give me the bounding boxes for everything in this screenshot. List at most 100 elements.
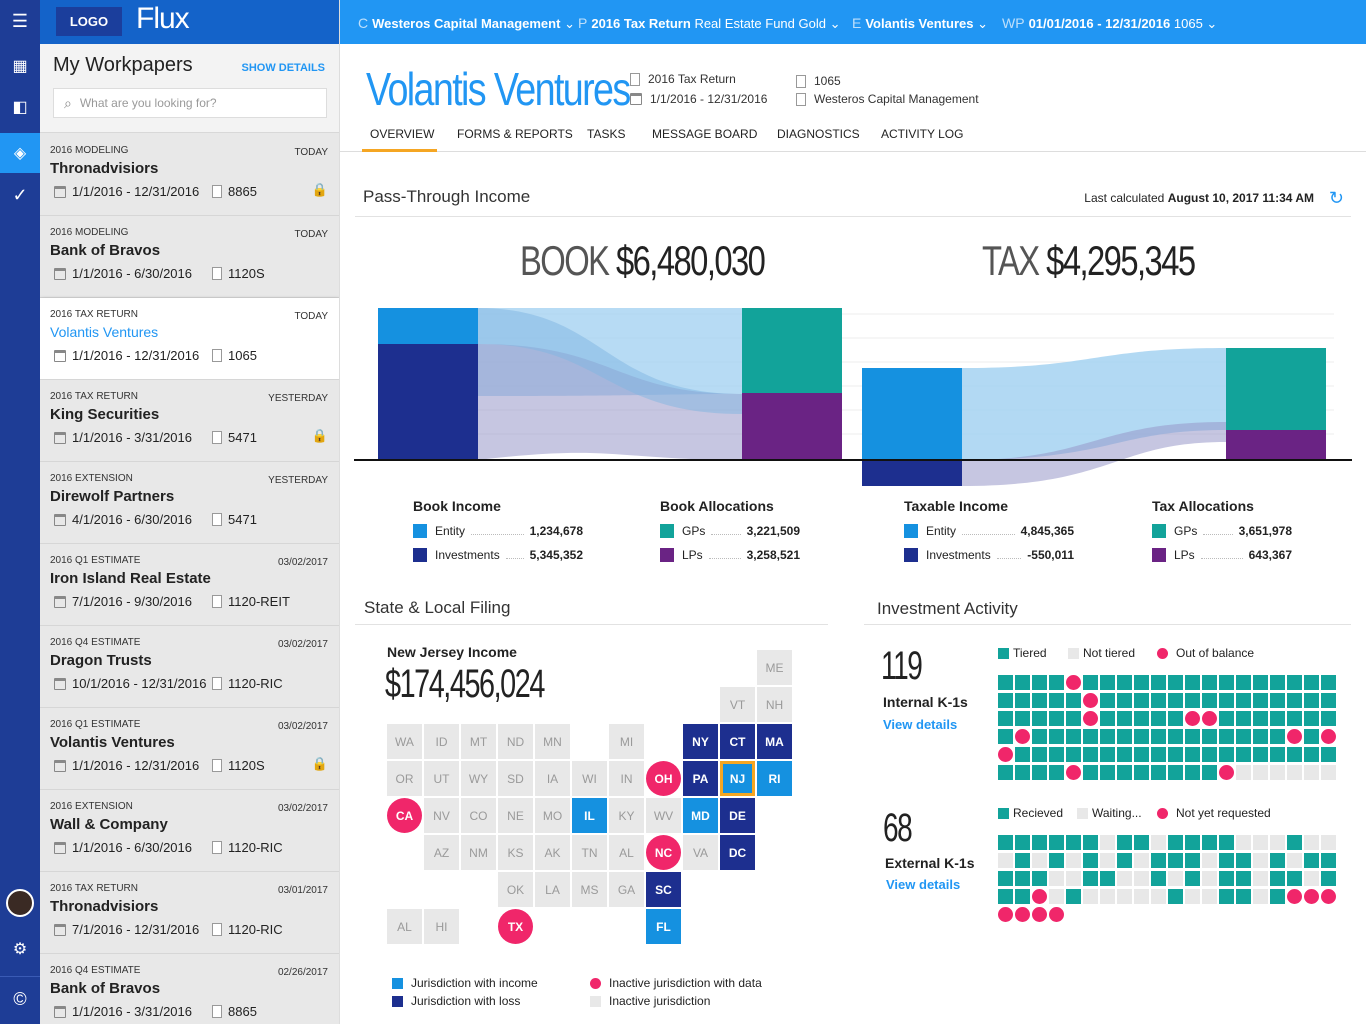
state-tile-nj[interactable]: NJ <box>720 761 755 796</box>
state-tile-vt[interactable]: VT <box>720 687 755 722</box>
state-tile-wa[interactable]: WA <box>387 724 422 759</box>
tab-forms-reports[interactable]: FORMS & REPORTS <box>457 127 573 141</box>
refresh-icon[interactable]: ↻ <box>1328 188 1344 208</box>
dashboard-icon[interactable]: ◧ <box>12 99 28 116</box>
workpaper-item[interactable]: 2016 EXTENSION 03/02/2017 Wall & Company 1/… <box>40 790 339 872</box>
tab-message-board[interactable]: MESSAGE BOARD <box>652 127 758 141</box>
search-input[interactable]: ⌕ What are you looking for? <box>53 88 327 118</box>
layers-icon[interactable]: ◈ <box>0 133 40 173</box>
state-tile-il[interactable]: IL <box>572 798 607 833</box>
state-tile-wi[interactable]: WI <box>572 761 607 796</box>
state-tile-ri[interactable]: RI <box>757 761 792 796</box>
legend-inactive-data: Inactive jurisdiction with data <box>590 976 762 990</box>
state-tile-id[interactable]: ID <box>424 724 459 759</box>
external-k1-cell <box>1168 853 1183 868</box>
external-k1-cell <box>1287 853 1302 868</box>
state-tile-me[interactable]: ME <box>757 650 792 685</box>
workpaper-selector[interactable]: WP 01/01/2016 - 12/31/2016 1065 ⌄ <box>1002 15 1218 31</box>
state-tile-wv[interactable]: WV <box>646 798 681 833</box>
state-tile-tx[interactable]: TX <box>498 909 533 944</box>
state-tile-oh[interactable]: OH <box>646 761 681 796</box>
settings-icon[interactable]: ⚙ <box>12 941 28 958</box>
workpaper-name: Thronadvisiors <box>50 898 159 915</box>
state-tile-ma[interactable]: MA <box>757 724 792 759</box>
workpaper-item[interactable]: 2016 EXTENSION YESTERDAY Direwolf Partners… <box>40 462 339 544</box>
workpaper-item[interactable]: 2016 MODELING TODAY Bank of Bravos 1/1/2016… <box>40 216 339 298</box>
state-tile-nc[interactable]: NC <box>646 835 681 870</box>
external-k1-cell <box>1304 889 1319 904</box>
workpaper-range: 4/1/2016 - 6/30/2016 <box>54 512 192 527</box>
period-meta: 1/1/2016 - 12/31/2016 <box>630 92 767 106</box>
tab-tasks[interactable]: TASKS <box>587 127 626 141</box>
tab-overview[interactable]: OVERVIEW <box>370 127 435 141</box>
workpaper-item[interactable]: 2016 TAX RETURN TODAY Volantis Ventures 1/1… <box>40 298 339 380</box>
state-tile-wy[interactable]: WY <box>461 761 496 796</box>
state-tile-or[interactable]: OR <box>387 761 422 796</box>
state-tile-ct[interactable]: CT <box>720 724 755 759</box>
hamburger-menu-icon[interactable]: ☰ <box>11 10 29 31</box>
state-tile-az[interactable]: AZ <box>424 835 459 870</box>
state-tile-nh[interactable]: NH <box>757 687 792 722</box>
check-icon[interactable]: ✓ <box>12 184 28 205</box>
avatar[interactable] <box>0 884 40 922</box>
workpaper-item[interactable]: 2016 TAX RETURN YESTERDAY King Securities 1… <box>40 380 339 462</box>
state-tile-ks[interactable]: KS <box>498 835 533 870</box>
tab-diagnostics[interactable]: DIAGNOSTICS <box>777 127 860 141</box>
external-k1-cell <box>1321 871 1336 886</box>
state-tile-va[interactable]: VA <box>683 835 718 870</box>
workpaper-item[interactable]: 2016 Q1 ESTIMATE 03/02/2017 Iron Island Re… <box>40 544 339 626</box>
state-tile-fl[interactable]: FL <box>646 909 681 944</box>
state-tile-mo[interactable]: MO <box>535 798 570 833</box>
workpaper-type: 2016 Q1 ESTIMATE <box>50 555 141 566</box>
state-tile-mi[interactable]: MI <box>609 724 644 759</box>
state-tile-hi[interactable]: HI <box>424 909 459 944</box>
workpaper-item[interactable]: 2016 MODELING TODAY Thronadvisiors 1/1/2016… <box>40 134 339 216</box>
internal-view-details[interactable]: View details <box>883 717 958 732</box>
state-tile-al[interactable]: AL <box>387 909 422 944</box>
state-tile-ny[interactable]: NY <box>683 724 718 759</box>
state-tile-al[interactable]: AL <box>609 835 644 870</box>
state-tile-pa[interactable]: PA <box>683 761 718 796</box>
state-tile-in[interactable]: IN <box>609 761 644 796</box>
state-tile-ia[interactable]: IA <box>535 761 570 796</box>
state-tile-dc[interactable]: DC <box>720 835 755 870</box>
state-tile-md[interactable]: MD <box>683 798 718 833</box>
state-tile-ne[interactable]: NE <box>498 798 533 833</box>
workpaper-item[interactable]: 2016 TAX RETURN 03/01/2017 Thronadvisiors 7… <box>40 872 339 954</box>
internal-k1-cell <box>1032 675 1047 690</box>
state-tile-nm[interactable]: NM <box>461 835 496 870</box>
state-tile-ga[interactable]: GA <box>609 872 644 907</box>
tab-activity-log[interactable]: ACTIVITY LOG <box>881 127 964 141</box>
entity-selector[interactable]: E Volantis Ventures ⌄ <box>852 15 989 31</box>
state-tile-la[interactable]: LA <box>535 872 570 907</box>
state-tile-sd[interactable]: SD <box>498 761 533 796</box>
workpaper-item[interactable]: 2016 Q4 ESTIMATE 02/26/2017 Bank of Bravos… <box>40 954 339 1024</box>
state-tile-de[interactable]: DE <box>720 798 755 833</box>
state-tile-nv[interactable]: NV <box>424 798 459 833</box>
state-tile-ky[interactable]: KY <box>609 798 644 833</box>
state-tile-ms[interactable]: MS <box>572 872 607 907</box>
external-k1-cell <box>1015 853 1030 868</box>
client-selector[interactable]: C Westeros Capital Management ⌄ <box>358 15 575 31</box>
building-icon[interactable]: ▦ <box>12 58 28 75</box>
state-tile-co[interactable]: CO <box>461 798 496 833</box>
state-tile-mn[interactable]: MN <box>535 724 570 759</box>
project-selector[interactable]: P 2016 Tax Return Real Estate Fund Gold ⌄ <box>578 15 841 31</box>
copyright-icon[interactable]: © <box>13 988 27 1009</box>
state-tile-tn[interactable]: TN <box>572 835 607 870</box>
workpaper-item[interactable]: 2016 Q1 ESTIMATE 03/02/2017 Volantis Ventu… <box>40 708 339 790</box>
state-tile-ca[interactable]: CA <box>387 798 422 833</box>
state-tile-sc[interactable]: SC <box>646 872 681 907</box>
state-tile-ak[interactable]: AK <box>535 835 570 870</box>
state-tile-nd[interactable]: ND <box>498 724 533 759</box>
workpaper-item[interactable]: 2016 Q4 ESTIMATE 03/02/2017 Dragon Trusts 1… <box>40 626 339 708</box>
search-icon: ⌕ <box>64 94 72 111</box>
internal-k1-cell <box>1236 729 1251 744</box>
state-tile-mt[interactable]: MT <box>461 724 496 759</box>
show-details-link[interactable]: SHOW DETAILS <box>241 62 325 74</box>
state-tile-ut[interactable]: UT <box>424 761 459 796</box>
external-view-details[interactable]: View details <box>886 877 961 892</box>
external-k1-cell <box>998 871 1013 886</box>
state-tile-ok[interactable]: OK <box>498 872 533 907</box>
external-k1-cell <box>1117 853 1132 868</box>
